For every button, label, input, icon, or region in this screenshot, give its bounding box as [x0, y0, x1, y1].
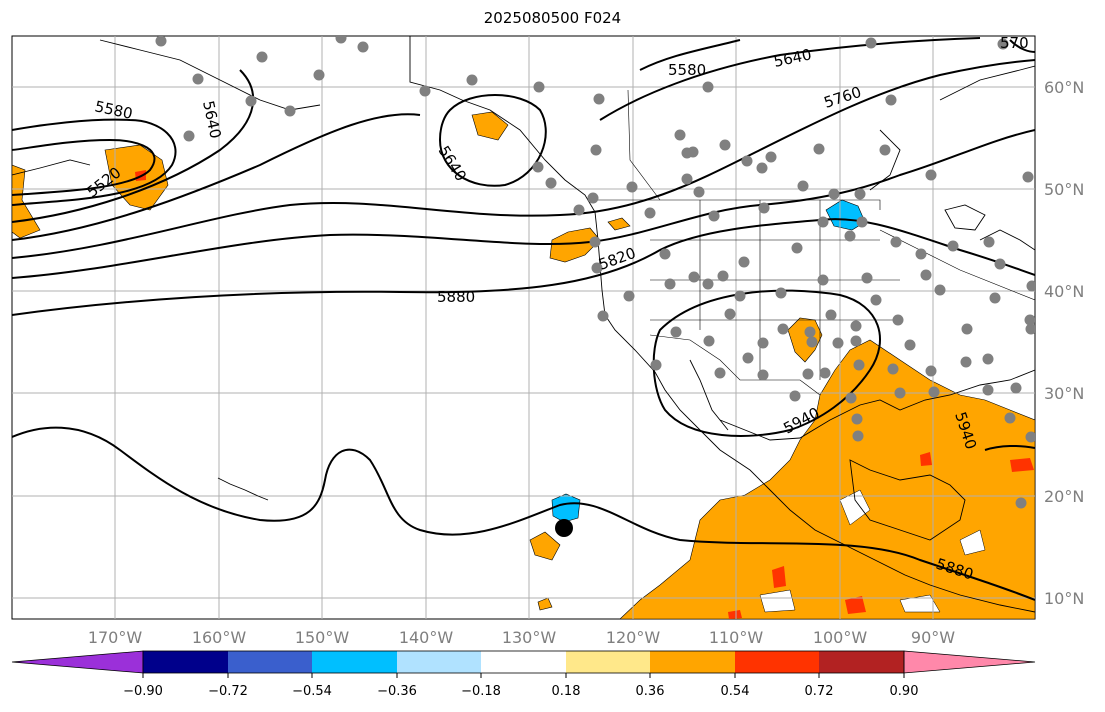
shade-red-3 — [920, 452, 932, 466]
contour-label: 5580 — [668, 61, 706, 79]
shade-small-1 — [537, 597, 553, 611]
station-markers — [155, 36, 1035, 509]
lat-axis-labels: 60°N 50°N 40°N 30°N 20°N 10°N — [1044, 78, 1084, 608]
lon-label: 150°W — [295, 628, 350, 647]
lon-axis-labels: 170°W 160°W 150°W 140°W 130°W 120°W 110°… — [88, 628, 955, 647]
shade-mid-pacific — [529, 531, 561, 561]
colorbar-segment — [650, 651, 735, 673]
shade-red-4 — [1010, 458, 1034, 472]
colorbar-tick-label: 0.54 — [721, 684, 750, 699]
location-marker — [555, 519, 573, 537]
colorbar-segment — [397, 651, 481, 673]
shade-nw-pacific — [549, 227, 601, 263]
graticule — [12, 36, 1035, 619]
colorbar: −0.90 −0.72 −0.54 −0.36 −0.18 0.18 0.36 … — [11, 650, 1036, 699]
colorbar-segment — [566, 651, 650, 673]
colorbar-tick-label: −0.72 — [208, 684, 248, 699]
lon-label: 100°W — [813, 628, 868, 647]
colorbar-segment — [735, 651, 819, 673]
lat-label: 20°N — [1044, 487, 1084, 506]
map-title: 2025080500 F024 — [483, 9, 622, 27]
colorbar-extend-low — [11, 650, 144, 674]
shade-red-1 — [845, 596, 866, 614]
lat-label: 10°N — [1044, 589, 1084, 608]
lat-label: 40°N — [1044, 282, 1084, 301]
contour-label: 5880 — [437, 288, 475, 306]
colorbar-tick-label: −0.18 — [461, 684, 501, 699]
colorbar-tick-label: 0.36 — [636, 684, 665, 699]
colorbar-extend-high — [903, 650, 1036, 674]
lon-label: 110°W — [709, 628, 764, 647]
lon-label: 90°W — [911, 628, 955, 647]
shade-small-2 — [607, 217, 631, 231]
lon-label: 170°W — [88, 628, 143, 647]
shade-red-6 — [728, 610, 742, 619]
coastlines — [12, 36, 1035, 613]
colorbar-segment — [228, 651, 312, 673]
colorbar-segment — [312, 651, 397, 673]
shading-layer — [12, 111, 1035, 619]
lat-label: 30°N — [1044, 384, 1084, 403]
colorbar-segment — [819, 651, 904, 673]
colorbar-tick-label: −0.54 — [292, 684, 332, 699]
lat-label: 50°N — [1044, 180, 1084, 199]
colorbar-tick-label: 0.18 — [552, 684, 581, 699]
colorbar-tick-label: 0.90 — [890, 684, 919, 699]
lon-label: 140°W — [399, 628, 454, 647]
lon-label: 130°W — [502, 628, 557, 647]
colorbar-tick-label: −0.36 — [377, 684, 417, 699]
lon-label: 160°W — [192, 628, 247, 647]
height-contours — [12, 37, 1035, 601]
colorbar-tick-label: −0.90 — [123, 684, 163, 699]
contour-label: 570 — [1000, 34, 1029, 52]
lon-label: 120°W — [606, 628, 661, 647]
colorbar-tick-label: 0.72 — [805, 684, 834, 699]
colorbar-segment — [481, 651, 566, 673]
colorbar-segment — [143, 651, 228, 673]
shade-blue-pacific — [551, 493, 581, 523]
shade-red-2 — [772, 566, 786, 588]
shade-alaska-gulf — [471, 111, 509, 141]
lat-label: 60°N — [1044, 78, 1084, 97]
